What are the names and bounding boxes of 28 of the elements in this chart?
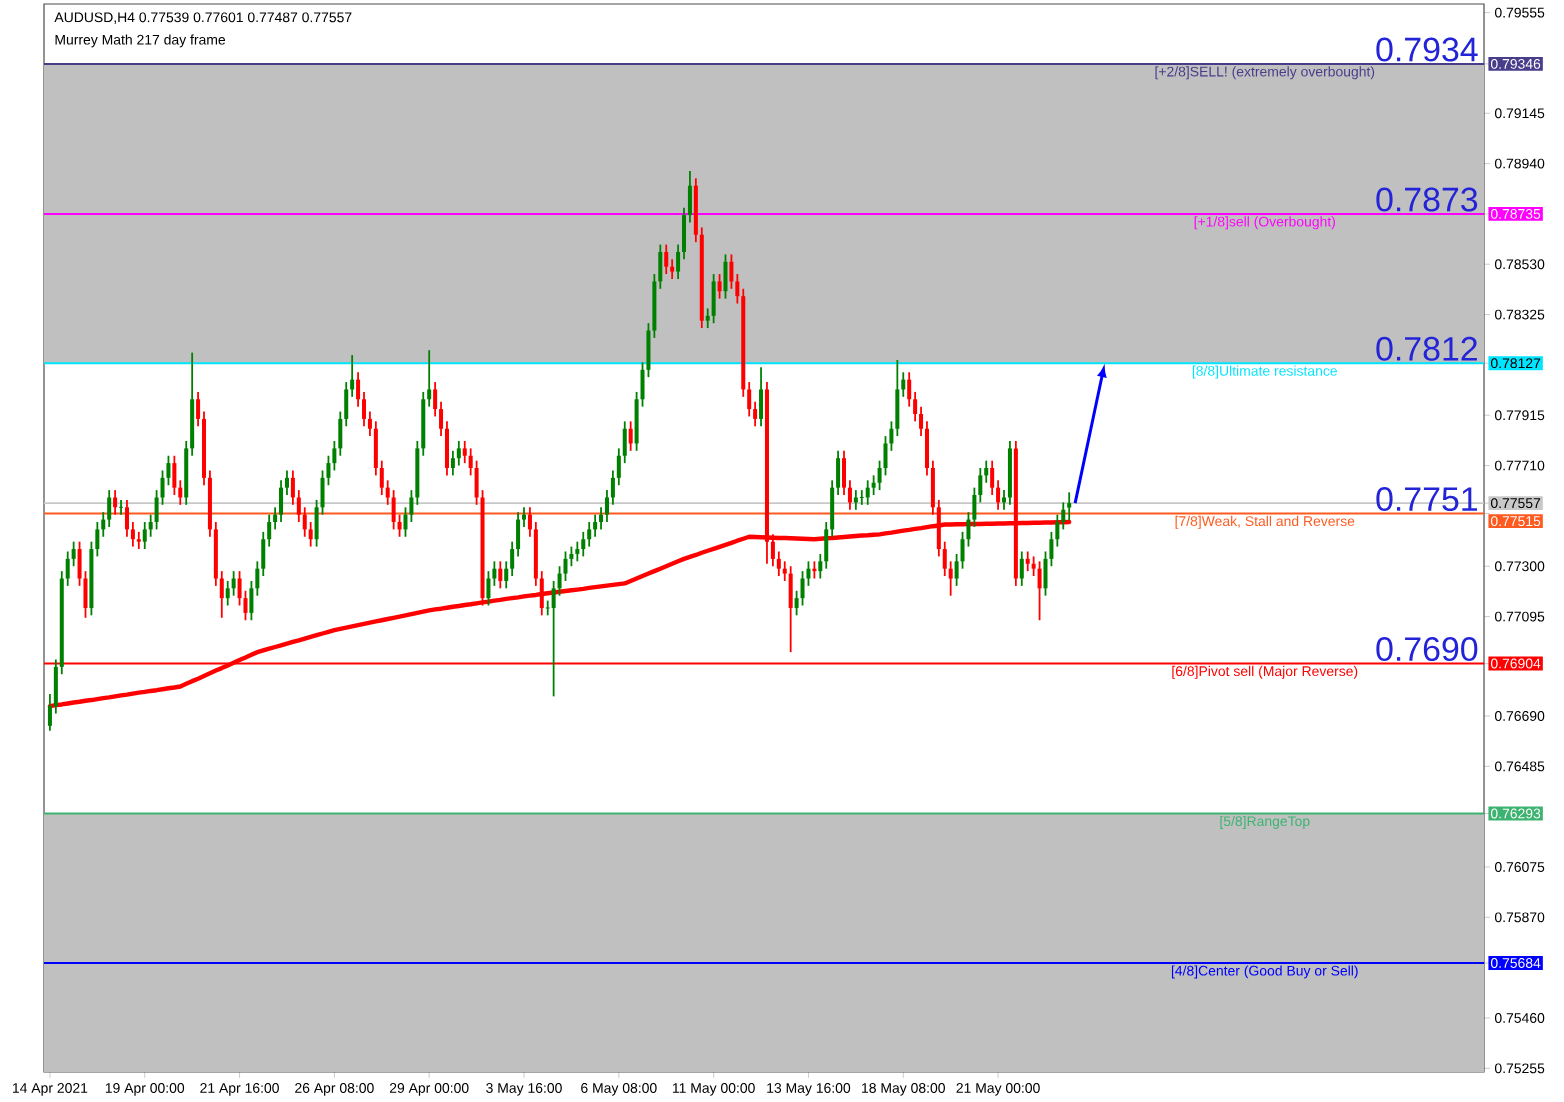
candlestick [113, 489, 118, 516]
annotation: 0.7934 [1376, 37, 1478, 62]
candlestick [142, 521, 147, 550]
annotation: 0.7812 [1376, 336, 1477, 361]
candlestick [711, 273, 716, 325]
candlestick [575, 540, 580, 563]
candlestick [587, 521, 592, 548]
candlestick [759, 366, 764, 428]
candlestick [1037, 560, 1042, 622]
candlestick [865, 479, 870, 506]
candlestick [136, 530, 141, 550]
annotation: 0.7751 [1376, 487, 1477, 512]
candlestick [1019, 550, 1024, 587]
candlestick [788, 565, 793, 654]
candlestick [1025, 550, 1030, 573]
candlestick [498, 560, 503, 590]
candlestick [717, 273, 722, 300]
candlestick [664, 243, 669, 275]
candlestick [853, 489, 858, 511]
candlestick [456, 440, 461, 467]
annotation: 0.7873 [1376, 187, 1478, 212]
candlestick [628, 420, 633, 452]
candlestick [581, 530, 586, 558]
candlestick [1067, 491, 1072, 522]
annotation: 0.7690 [1376, 637, 1478, 662]
candlestick [118, 499, 124, 516]
candlestick [723, 253, 728, 300]
candlestick [450, 449, 455, 477]
